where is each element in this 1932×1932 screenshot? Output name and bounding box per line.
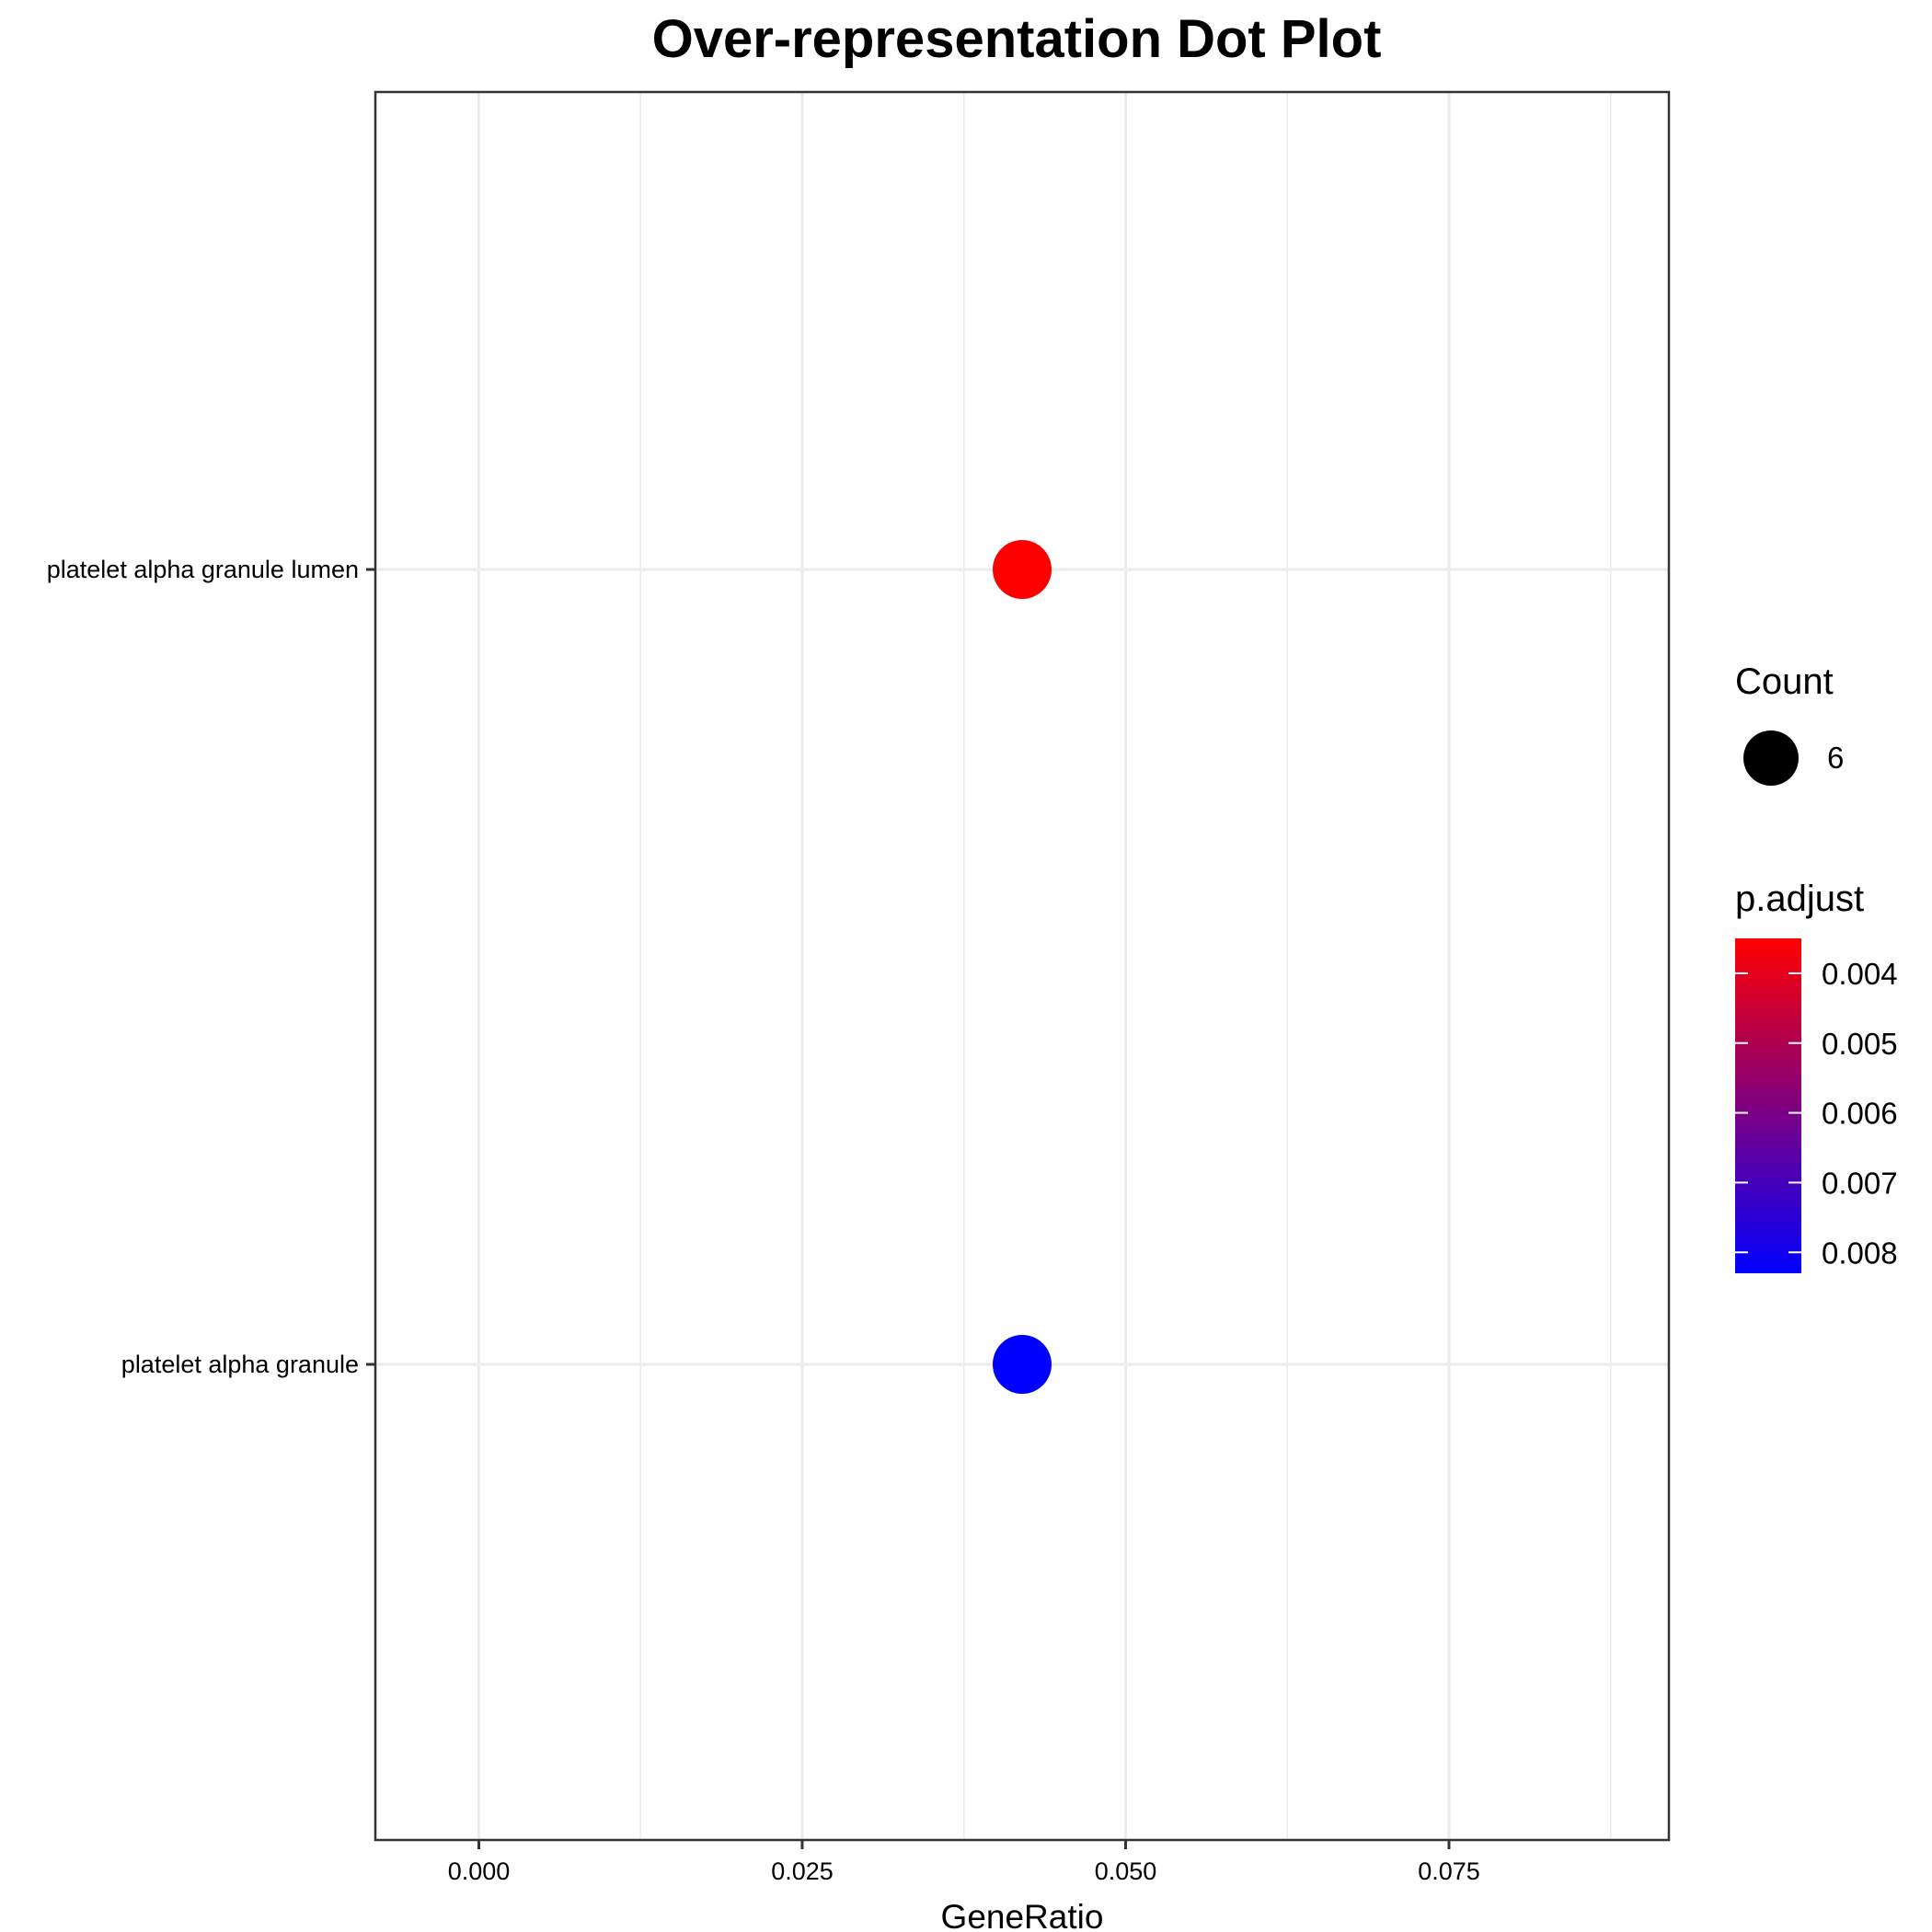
padjust-colorbar <box>1735 938 1801 1273</box>
y-axis: platelet alpha granule lumen platelet alp… <box>47 556 375 1378</box>
data-points <box>993 540 1052 1394</box>
y-tick-label: platelet alpha granule lumen <box>47 556 359 583</box>
data-point <box>993 540 1052 599</box>
data-point <box>993 1335 1052 1394</box>
count-legend-title: Count <box>1735 661 1834 702</box>
count-legend: Count 6 <box>1735 661 1844 786</box>
colorbar-tick-label: 0.007 <box>1822 1166 1898 1200</box>
padjust-legend: p.adjust 0.004 0.005 0.006 0.007 0.008 <box>1735 879 1898 1273</box>
x-tick-label: 0.050 <box>1095 1857 1157 1885</box>
count-legend-key <box>1743 730 1799 786</box>
x-tick-label: 0.075 <box>1418 1857 1480 1885</box>
chart-title: Over-representation Dot Plot <box>652 9 1382 69</box>
x-tick-label: 0.025 <box>771 1857 834 1885</box>
plot-border <box>374 90 1671 1842</box>
count-legend-label: 6 <box>1827 741 1844 775</box>
colorbar-tick-label: 0.005 <box>1822 1027 1898 1061</box>
x-tick-label: 0.000 <box>448 1857 511 1885</box>
plot-panel <box>375 92 1669 1840</box>
x-axis-label: GeneRatio <box>941 1898 1104 1932</box>
colorbar-tick-label: 0.006 <box>1822 1097 1898 1131</box>
colorbar-tick-label: 0.008 <box>1822 1236 1898 1270</box>
y-tick-label: platelet alpha granule <box>121 1351 359 1378</box>
colorbar-tick-label: 0.004 <box>1822 957 1898 991</box>
padjust-legend-title: p.adjust <box>1735 879 1864 919</box>
x-axis: 0.000 0.025 0.050 0.075 <box>448 1840 1480 1885</box>
